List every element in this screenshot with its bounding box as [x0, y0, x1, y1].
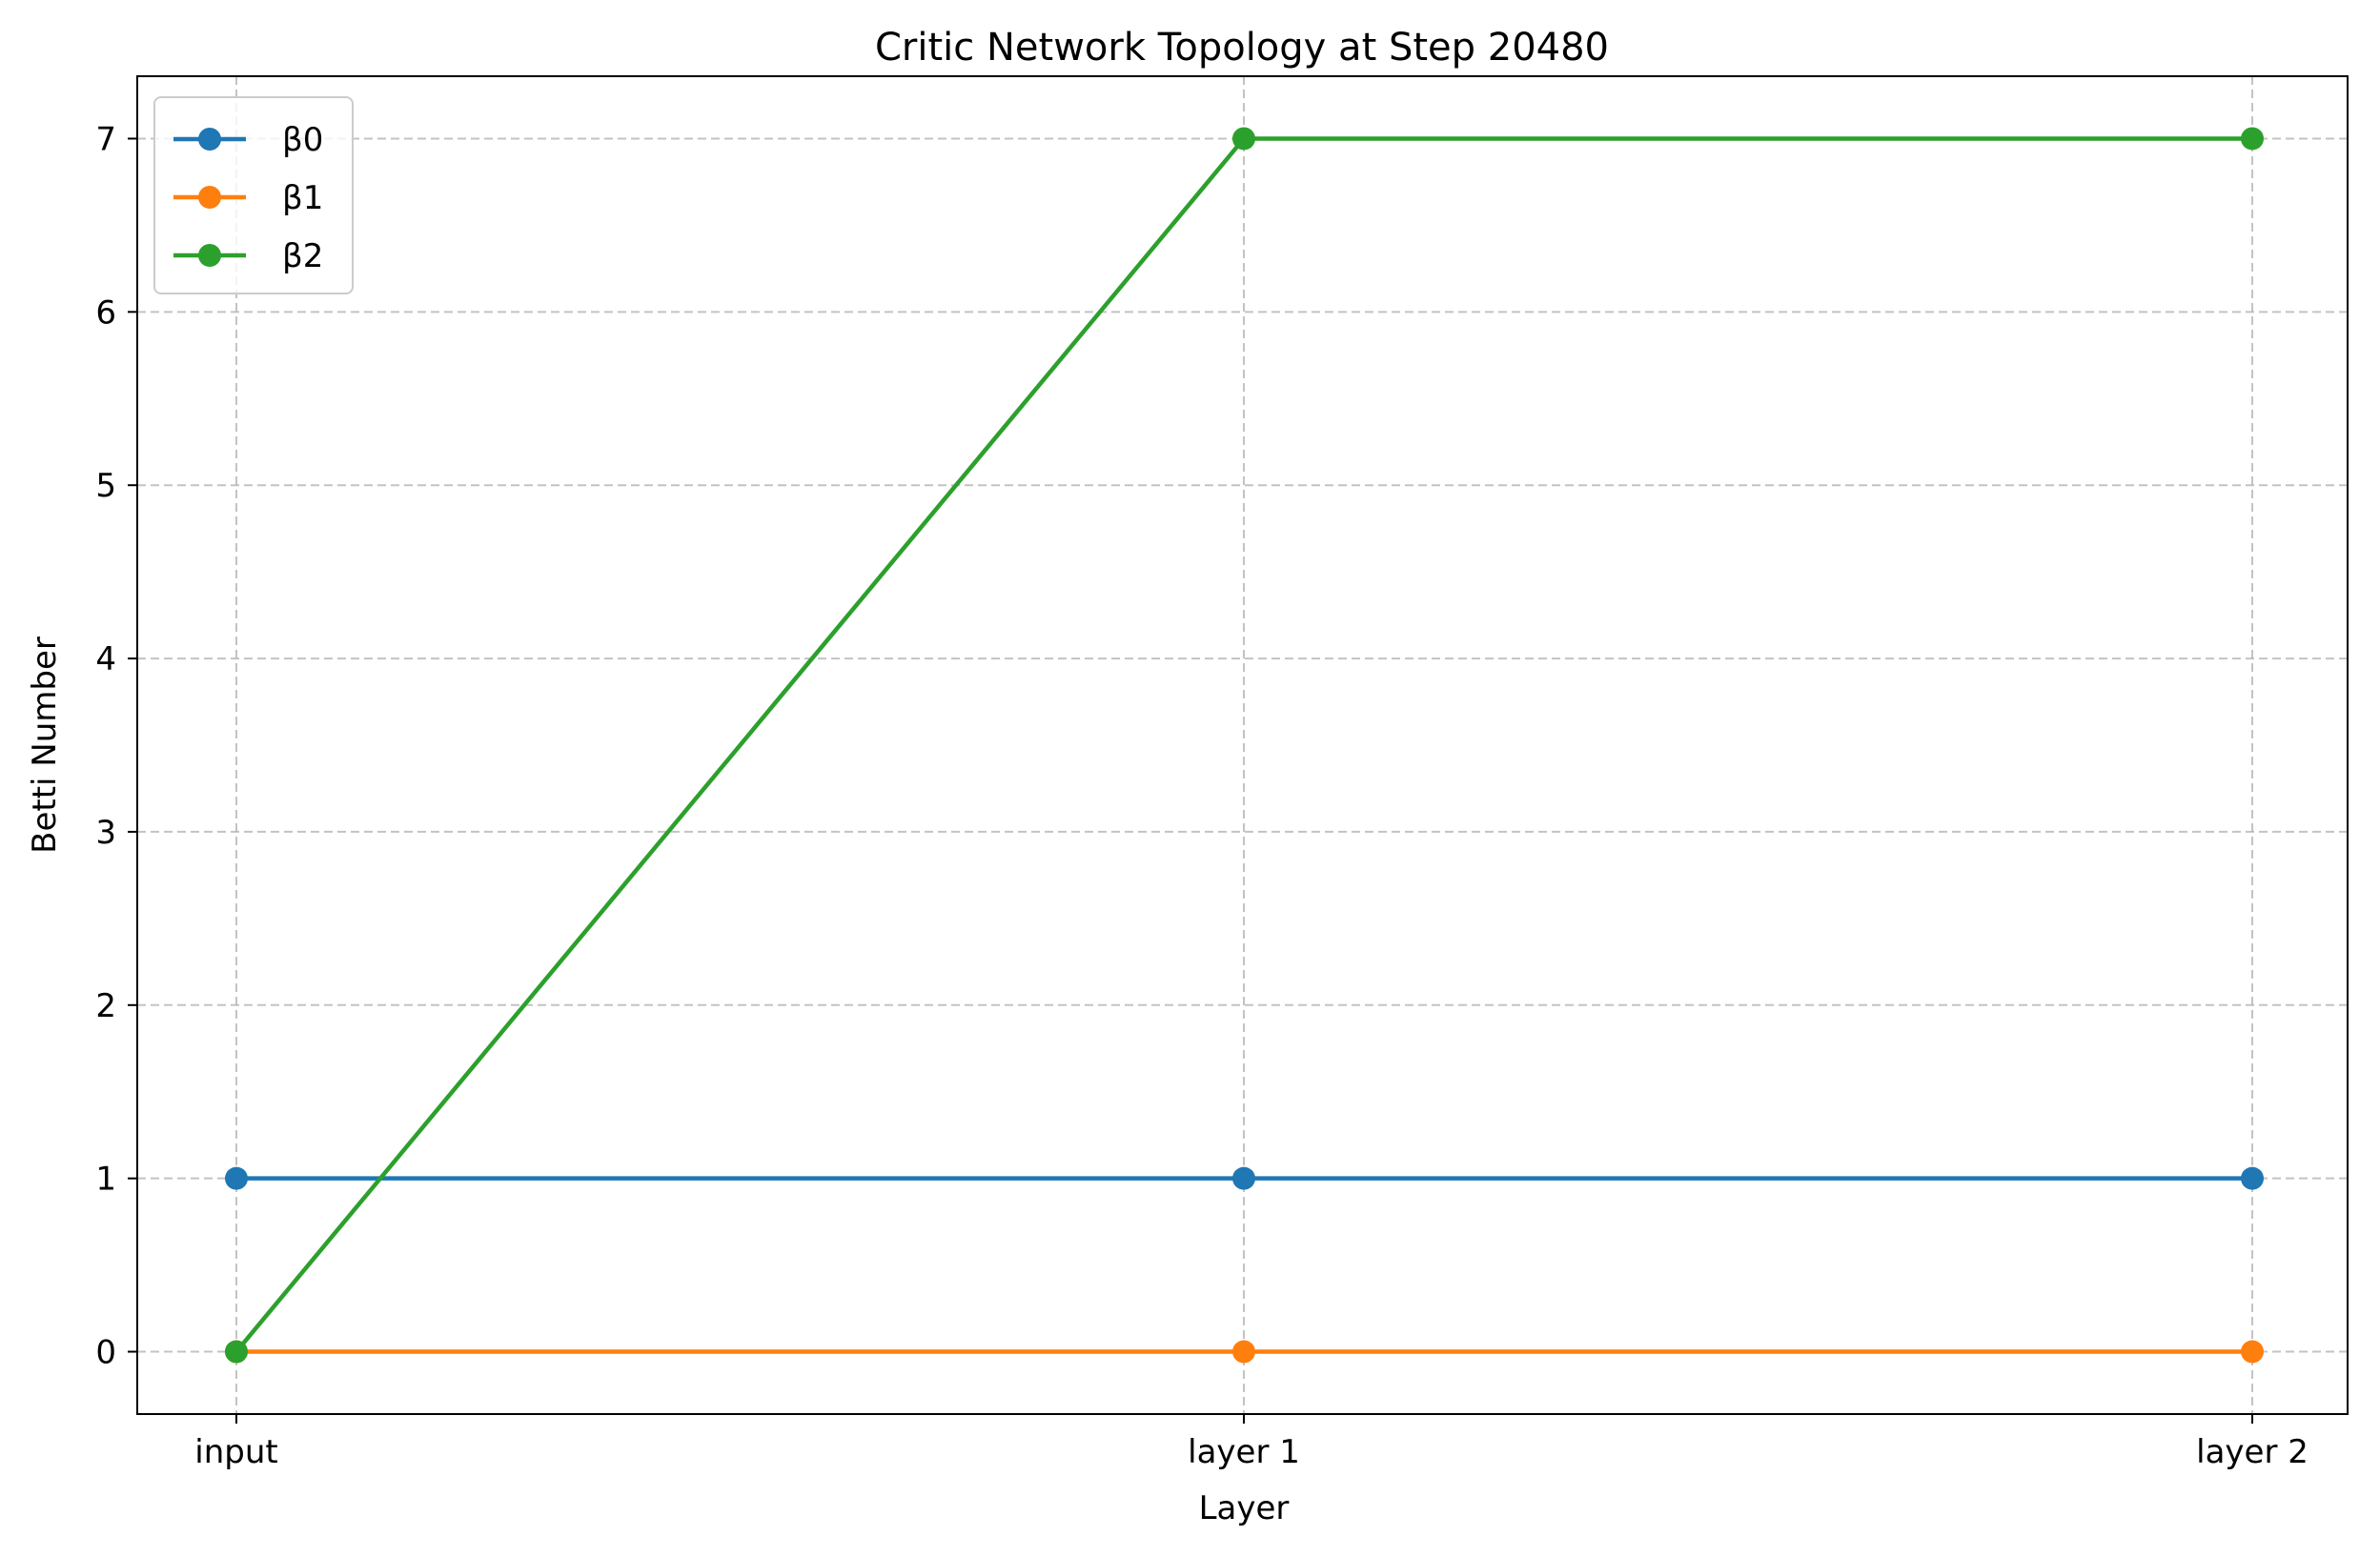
plot-frame [136, 75, 2349, 1415]
y-tick-label: 2 [95, 987, 116, 1025]
legend-marker [198, 128, 221, 151]
data-point [1232, 1166, 1255, 1190]
series-2 [225, 127, 2264, 1364]
data-point [2241, 1166, 2264, 1190]
legend-marker [198, 244, 221, 267]
x-tick-label: input [194, 1433, 277, 1471]
y-tick-label: 6 [95, 293, 116, 332]
y-tick-label: 0 [95, 1334, 116, 1372]
data-point [2241, 1340, 2264, 1364]
y-axis-label: Betti Number [26, 637, 64, 854]
series-layer [225, 127, 2264, 1364]
legend-label: β1 [282, 179, 323, 217]
legend: β0 β1 β2 [153, 96, 354, 294]
y-axis: 0 1 2 3 4 5 6 7 [95, 120, 137, 1372]
legend-label: β2 [282, 237, 323, 275]
data-point [225, 1340, 248, 1364]
data-point [2241, 127, 2264, 151]
data-point [225, 1166, 248, 1190]
y-tick-label: 3 [95, 814, 116, 852]
series-0 [225, 1166, 2264, 1190]
x-tick-label: layer 1 [1188, 1433, 1300, 1471]
x-axis-label: Layer [1199, 1489, 1290, 1527]
data-point [1232, 127, 1255, 151]
legend-item: β1 [173, 179, 323, 217]
legend-label: β0 [282, 121, 323, 159]
y-tick-label: 1 [95, 1161, 116, 1199]
legend-marker [198, 186, 221, 209]
y-tick-label: 4 [95, 640, 116, 678]
x-axis: input layer 1 layer 2 [194, 1414, 2309, 1471]
y-tick-label: 7 [95, 120, 116, 158]
legend-item: β0 [173, 121, 323, 159]
chart-title: Critic Network Topology at Step 20480 [875, 26, 1609, 70]
data-point [1232, 1340, 1255, 1364]
y-tick-label: 5 [95, 467, 116, 505]
x-tick-label: layer 2 [2196, 1433, 2309, 1471]
legend-item: β2 [173, 237, 323, 275]
